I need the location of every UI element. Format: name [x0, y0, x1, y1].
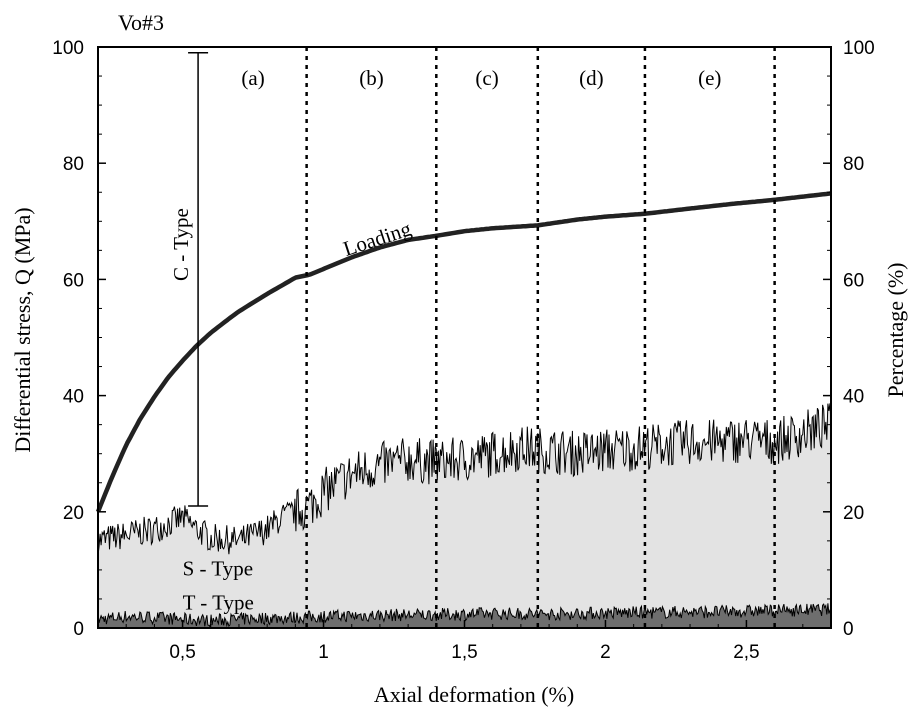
- annotation-loading: Loading: [340, 216, 414, 261]
- stage-label-3: (d): [579, 66, 604, 90]
- x-tick-label: 2,5: [733, 642, 759, 663]
- y-left-tick-label: 0: [73, 619, 84, 640]
- x-tick-label: 0,5: [169, 642, 195, 663]
- x-tick-label: 1,5: [451, 642, 477, 663]
- x-tick-label: 1: [318, 642, 329, 663]
- y-left-tick-label: 100: [52, 38, 84, 59]
- stage-labels: (a) (b) (c) (d) (e): [241, 66, 721, 90]
- y-left-tick-label: 20: [63, 503, 84, 524]
- y-axis-right-label: Percentage (%): [883, 263, 908, 398]
- y-right-tick-label: 0: [843, 619, 854, 640]
- y-right-tick-label: 80: [843, 154, 864, 175]
- c-type-marker: C - Type: [169, 52, 209, 507]
- annotation-s-type: S - Type: [183, 557, 253, 581]
- y-axis-right-ticks: 0 20 40 60 80 100: [823, 38, 875, 640]
- stage-label-2: (c): [475, 66, 498, 90]
- x-tick-label: 2: [600, 642, 611, 663]
- y-right-tick-label: 60: [843, 270, 864, 291]
- y-right-tick-label: 40: [843, 387, 864, 408]
- loading-line: [95, 191, 832, 513]
- stage-label-4: (e): [698, 66, 721, 90]
- c-type-label: C - Type: [169, 208, 193, 281]
- y-axis-left-ticks: 0 20 40 60 80 100: [52, 38, 106, 640]
- plot-lines: [95, 191, 832, 629]
- y-left-tick-label: 40: [63, 387, 84, 408]
- y-right-tick-label: 100: [843, 38, 875, 59]
- y-left-tick-label: 80: [63, 154, 84, 175]
- annotation-t-type: T - Type: [183, 590, 254, 614]
- s-type-area: [98, 403, 831, 628]
- y-axis-left-label: Differential stress, Q (MPa): [10, 207, 35, 452]
- x-axis-label: Axial deformation (%): [374, 682, 574, 707]
- y-left-tick-label: 60: [63, 270, 84, 291]
- y-right-tick-label: 20: [843, 503, 864, 524]
- t-type-line: [97, 603, 832, 629]
- x-axis-ticks: 0,5 1 1,5 2 2,5: [125, 620, 804, 663]
- chart-title: Vo#3: [118, 10, 164, 35]
- stage-boundaries: [305, 47, 776, 628]
- stage-label-0: (a): [241, 66, 264, 90]
- stage-label-1: (b): [359, 66, 384, 90]
- s-type-line: [97, 403, 832, 556]
